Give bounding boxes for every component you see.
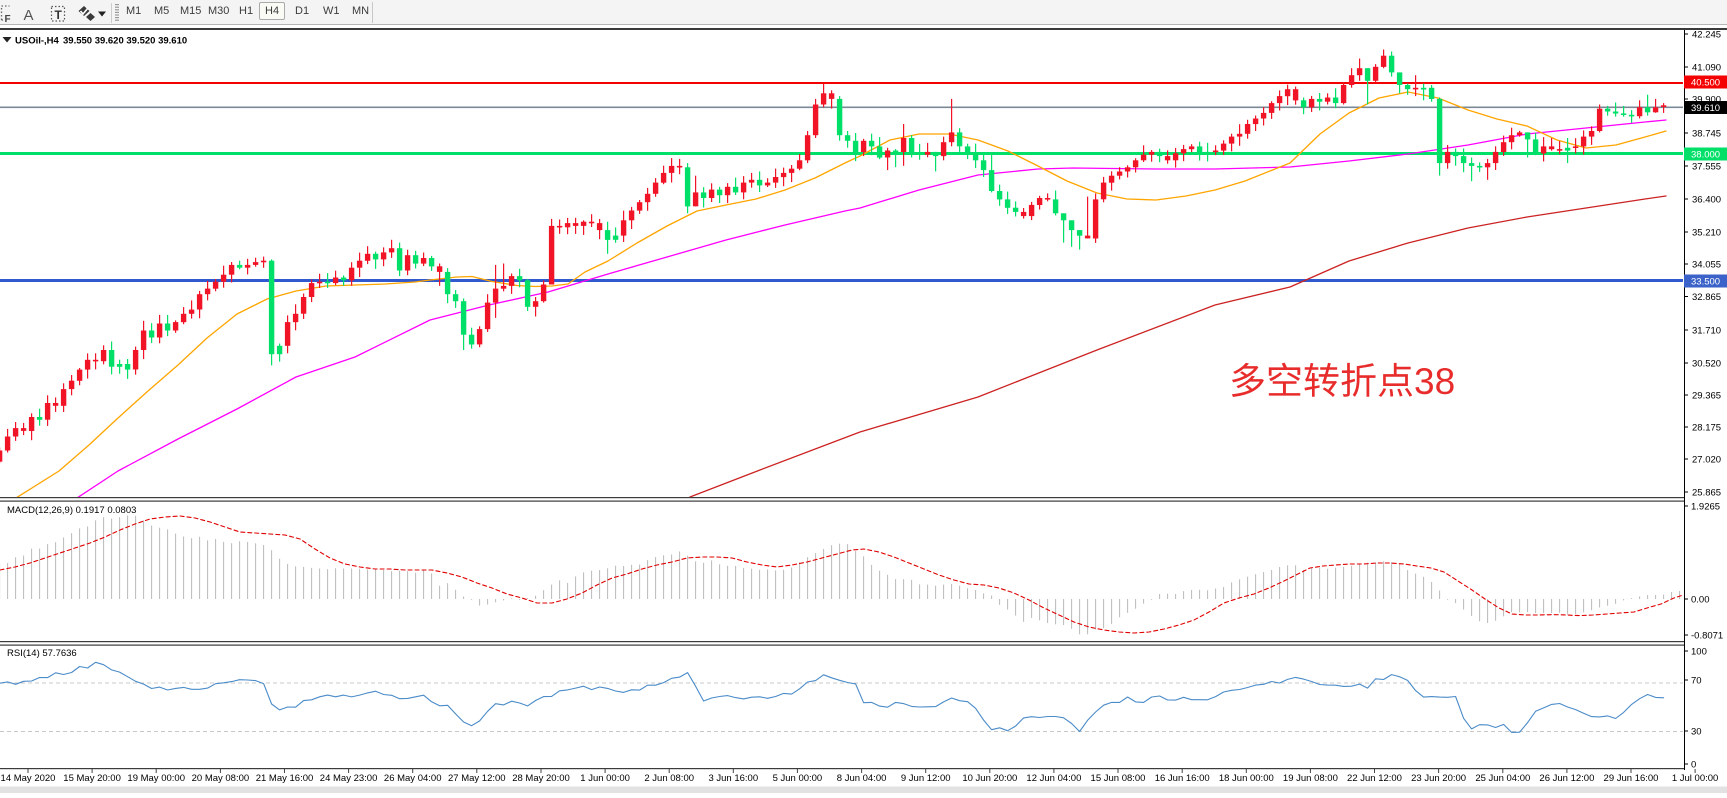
svg-text:41.090: 41.090 [1692, 63, 1721, 74]
svg-text:100: 100 [1691, 647, 1707, 658]
svg-text:30: 30 [1691, 727, 1702, 738]
svg-text:38.000: 38.000 [1691, 150, 1720, 161]
svg-text:A: A [24, 7, 34, 24]
svg-text:31.710: 31.710 [1692, 326, 1721, 337]
svg-text:MACD(12,26,9) 0.1917 0.0803: MACD(12,26,9) 0.1917 0.0803 [7, 505, 136, 516]
svg-text:19 Jun 08:00: 19 Jun 08:00 [1283, 773, 1338, 784]
svg-text:26 May 04:00: 26 May 04:00 [384, 773, 442, 784]
svg-text:34.055: 34.055 [1692, 260, 1721, 271]
svg-text:27.020: 27.020 [1692, 455, 1721, 466]
svg-text:23 Jun 20:00: 23 Jun 20:00 [1411, 773, 1466, 784]
svg-text:3 Jun 16:00: 3 Jun 16:00 [708, 773, 758, 784]
svg-text:1 Jun 00:00: 1 Jun 00:00 [580, 773, 630, 784]
svg-text:USOil-,H4: USOil-,H4 [15, 36, 60, 47]
svg-text:38.745: 38.745 [1692, 129, 1721, 140]
svg-text:36.400: 36.400 [1692, 195, 1721, 206]
svg-text:26 Jun 12:00: 26 Jun 12:00 [1539, 773, 1594, 784]
svg-text:16 Jun 16:00: 16 Jun 16:00 [1155, 773, 1210, 784]
svg-text:15 Jun 08:00: 15 Jun 08:00 [1091, 773, 1146, 784]
svg-text:9 Jun 12:00: 9 Jun 12:00 [901, 773, 951, 784]
svg-text:14 May 2020: 14 May 2020 [1, 773, 56, 784]
svg-text:29 Jun 16:00: 29 Jun 16:00 [1604, 773, 1659, 784]
svg-text:21 May 16:00: 21 May 16:00 [256, 773, 314, 784]
svg-text:33.500: 33.500 [1691, 277, 1720, 288]
svg-text:39.610: 39.610 [1691, 103, 1720, 114]
svg-text:1.9265: 1.9265 [1691, 502, 1720, 513]
svg-text:22 Jun 12:00: 22 Jun 12:00 [1347, 773, 1402, 784]
svg-text:30.520: 30.520 [1692, 359, 1721, 370]
svg-text:38: 38 [1414, 361, 1455, 402]
svg-text:35.210: 35.210 [1692, 228, 1721, 239]
svg-text:37.555: 37.555 [1692, 162, 1721, 173]
svg-text:42.245: 42.245 [1692, 30, 1721, 41]
svg-text:25 Jun 04:00: 25 Jun 04:00 [1475, 773, 1530, 784]
svg-text:24 May 23:00: 24 May 23:00 [320, 773, 378, 784]
svg-text:29.365: 29.365 [1692, 391, 1721, 402]
svg-text:-0.8071: -0.8071 [1691, 631, 1723, 642]
svg-text:19 May 00:00: 19 May 00:00 [127, 773, 185, 784]
svg-text:0: 0 [1691, 760, 1696, 771]
svg-text:32.865: 32.865 [1692, 292, 1721, 303]
svg-text:10 Jun 20:00: 10 Jun 20:00 [962, 773, 1017, 784]
svg-text:20 May 08:00: 20 May 08:00 [192, 773, 250, 784]
svg-text:28.175: 28.175 [1692, 423, 1721, 434]
svg-text:T: T [55, 8, 63, 22]
svg-text:2 Jun 08:00: 2 Jun 08:00 [644, 773, 694, 784]
svg-text:5 Jun 00:00: 5 Jun 00:00 [773, 773, 823, 784]
svg-text:40.500: 40.500 [1691, 78, 1720, 89]
svg-text:27 May 12:00: 27 May 12:00 [448, 773, 506, 784]
svg-text:8 Jun 04:00: 8 Jun 04:00 [837, 773, 887, 784]
svg-text:70: 70 [1691, 676, 1702, 687]
svg-text:25.865: 25.865 [1692, 488, 1721, 499]
svg-text:39.550 39.620 39.520 39.610: 39.550 39.620 39.520 39.610 [63, 36, 187, 47]
svg-text:0.00: 0.00 [1691, 595, 1710, 606]
svg-text:18 Jun 00:00: 18 Jun 00:00 [1219, 773, 1274, 784]
svg-text:1 Jul 00:00: 1 Jul 00:00 [1672, 773, 1718, 784]
svg-text:12 Jun 04:00: 12 Jun 04:00 [1026, 773, 1081, 784]
svg-text:RSI(14) 57.7636: RSI(14) 57.7636 [7, 648, 77, 659]
svg-text:15 May 20:00: 15 May 20:00 [63, 773, 121, 784]
svg-text:28 May 20:00: 28 May 20:00 [512, 773, 570, 784]
svg-text:F: F [5, 14, 11, 25]
